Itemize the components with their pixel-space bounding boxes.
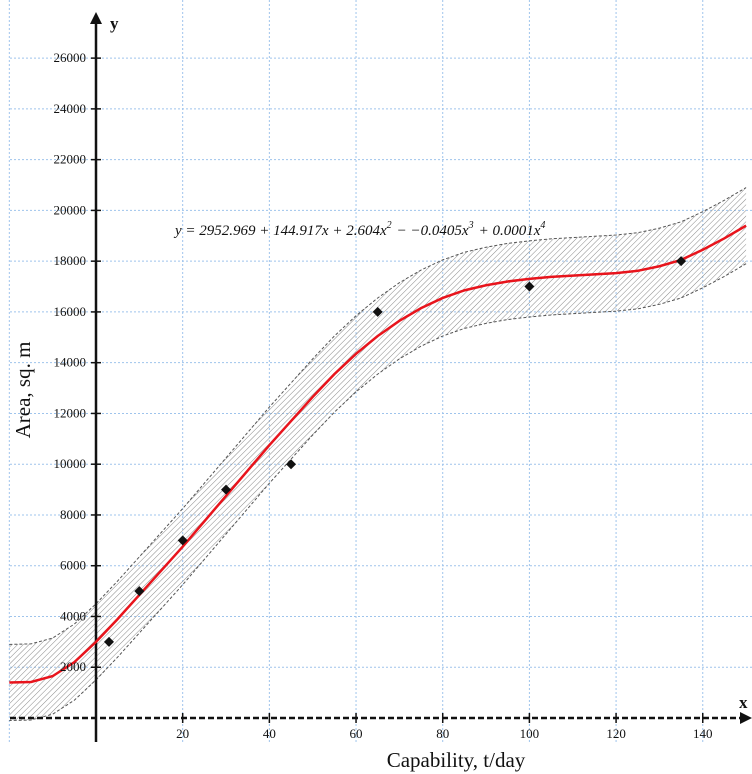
equation-exponent: 3 (468, 220, 474, 231)
equation-term: x (379, 223, 387, 239)
x-tick-label: 40 (263, 726, 276, 741)
x-tick-label: 80 (436, 726, 449, 741)
fitted-curve (9, 224, 747, 684)
data-point (372, 306, 383, 317)
equation-term: + 0.0001 (475, 223, 534, 239)
x-tick-label: 60 (350, 726, 363, 741)
confidence-band (9, 187, 747, 722)
equation-exponent: 2 (387, 220, 392, 231)
confidence-band-lower (9, 263, 747, 722)
x-axis-arrow (740, 712, 752, 724)
equation-exponent: 4 (540, 220, 545, 231)
y-tick-label: 2000 (60, 659, 86, 674)
confidence-band-upper (9, 187, 747, 645)
y-tick-label: 10000 (54, 456, 87, 471)
equation-term: − −0.0405 (393, 223, 462, 239)
equation-term: x (461, 223, 469, 239)
data-points (104, 256, 687, 647)
y-tick-label: 12000 (54, 405, 87, 420)
y-tick-label: 4000 (60, 608, 86, 623)
y-tick-label: 16000 (54, 304, 87, 319)
x-axis-title: Capability, t/day (387, 748, 526, 772)
y-tick-label: 14000 (54, 355, 87, 370)
axes (10, 12, 752, 742)
data-point (286, 459, 297, 470)
x-tick-label: 120 (606, 726, 626, 741)
x-tick-label: 140 (693, 726, 713, 741)
y-tick-label: 8000 (60, 507, 86, 522)
equation-term: x (533, 223, 541, 239)
equation-term: = 2952.969 + 144.917 (182, 223, 324, 239)
x-axis-letter: x (739, 693, 748, 712)
data-point (104, 636, 115, 647)
confidence-band-fill (9, 187, 747, 721)
y-axis-arrow (90, 12, 102, 24)
data-point (134, 586, 145, 597)
equation-lead: y (173, 223, 182, 239)
data-point (221, 484, 232, 495)
data-point (676, 256, 687, 267)
x-tick-label: 20 (176, 726, 189, 741)
y-axis-letter: y (110, 14, 119, 33)
regression-equation: y = 2952.969 + 144.917x + 2.604x2 − −0.0… (173, 220, 547, 239)
y-tick-label: 20000 (54, 202, 87, 217)
y-tick-label: 24000 (54, 101, 87, 116)
y-axis-title: Area, sq. m (11, 342, 35, 439)
y-tick-label: 6000 (60, 558, 86, 573)
equation-term: + 2.604 (329, 223, 381, 239)
y-tick-label: 22000 (54, 152, 87, 167)
y-tick-label: 26000 (54, 50, 87, 65)
y-tick-label: 18000 (54, 253, 87, 268)
data-point (524, 281, 535, 292)
x-tick-label: 100 (520, 726, 540, 741)
tick-labels: 20 40 60 80 100 120 140 2000 4000 6000 8000 10000 12… (54, 50, 713, 741)
fitted-curve-line (9, 224, 747, 684)
equation-term: x (321, 223, 329, 239)
data-point (177, 535, 188, 546)
